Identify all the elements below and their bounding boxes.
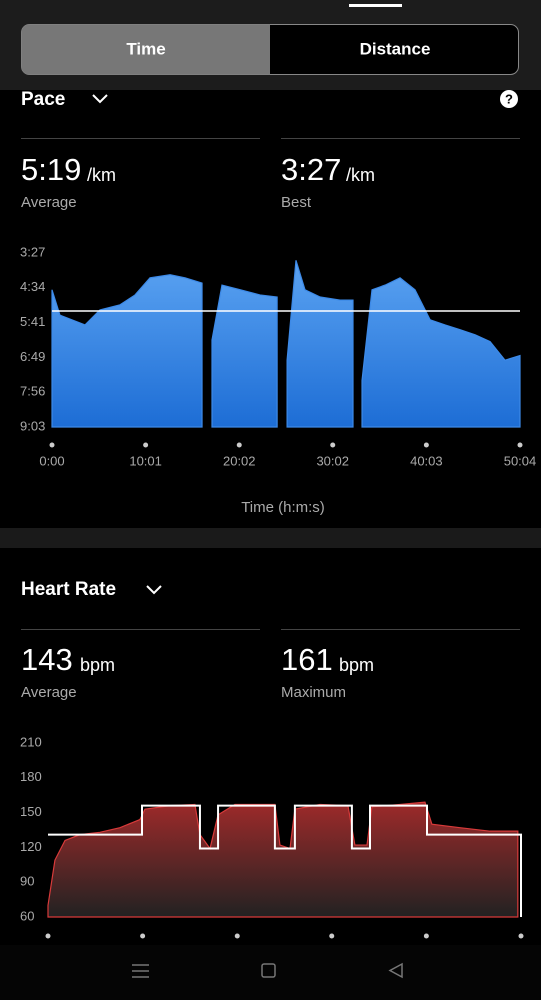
y-tick-label: 150 [20,804,42,819]
y-tick-label: 7:56 [20,384,45,399]
x-axis-label: Time (h:m:s) [241,499,325,516]
hr-dropdown[interactable] [146,585,162,595]
area [47,801,519,918]
y-tick-label: 5:41 [20,314,45,329]
x-tick-dot [49,442,55,448]
hr-title[interactable]: Heart Rate [21,579,116,600]
target-line [48,804,522,917]
tab-distance[interactable]: Distance [360,39,431,58]
stat-caption: Best [281,194,312,211]
stat-unit: /km [346,165,375,185]
stat-caption: Average [21,194,77,211]
y-tick-label: 9:03 [20,418,45,433]
nav-home[interactable] [261,963,276,978]
x-tick-dot [329,933,335,939]
x-tick-label: 30:02 [316,453,349,468]
x-tick-dot [45,933,51,939]
x-tick-dot [330,442,336,448]
x-tick-label: 40:03 [410,453,443,468]
x-tick-label: 20:02 [223,453,256,468]
stat-unit: bpm [339,655,374,675]
x-tick-dot [517,442,523,448]
stat-value: 143 [21,642,73,677]
x-tick-dot [234,933,240,939]
x-tick-dot [140,933,146,939]
x-tick-dot [518,933,524,939]
x-tick-label: 50:04 [504,453,537,468]
stat-unit: bpm [80,655,115,675]
y-tick-label: 120 [20,839,42,854]
y-tick-label: 3:27 [20,244,45,259]
y-tick-label: 180 [20,769,42,784]
x-tick-dot [423,933,429,939]
pace-title[interactable]: Pace [21,89,65,110]
toggle-selected [21,24,270,75]
x-tick-label: 10:01 [129,453,162,468]
y-tick-label: 6:49 [20,349,45,364]
y-tick-label: 90 [20,874,34,889]
x-tick-dot [143,442,149,448]
y-tick-label: 60 [20,908,34,923]
stat-caption: Average [21,684,77,701]
tab-indicator [349,4,402,7]
y-tick-label: 210 [20,734,42,749]
nav-back[interactable] [388,962,403,979]
pace-chart: 3:27 4:34 5:41 6:49 7:56 9:03 0:00 10:01 20:02 30… [20,244,536,468]
x-tick-dot [423,442,429,448]
tab-time[interactable]: Time [126,39,165,58]
section-divider [0,528,541,548]
y-tick-label: 4:34 [20,279,45,294]
pace-dropdown[interactable] [92,94,108,104]
x-tick-label: 0:00 [39,453,64,468]
nav-menu[interactable] [132,964,149,978]
help-icon-text: ? [505,91,513,106]
area [51,260,521,428]
stat-value: 161 [281,642,333,677]
stat-value: 3:27 [281,152,341,187]
stat-value: 5:19 [21,152,81,187]
nav-bar [0,945,541,1000]
stat-unit: /km [87,165,116,185]
stat-caption: Maximum [281,684,346,701]
help-icon[interactable] [500,90,518,108]
hr-chart: 60 90 120 150 180 210 [20,734,524,939]
x-tick-dot [236,442,242,448]
